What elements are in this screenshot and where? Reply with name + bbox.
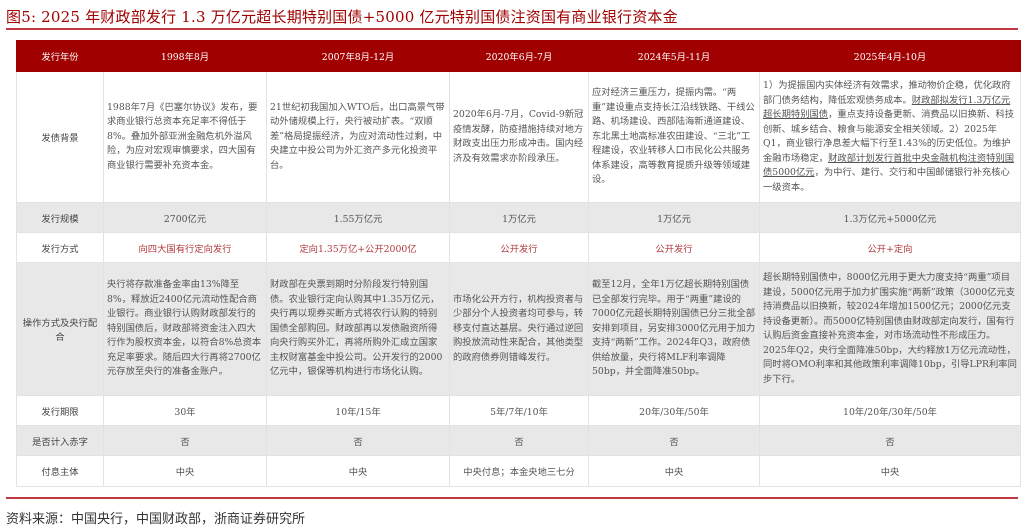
table-cell: 20年/30年/50年 — [588, 395, 760, 426]
table-cell: 否 — [103, 425, 267, 456]
table-cell: 1万亿元 — [449, 202, 589, 233]
table-cell: 中央 — [266, 455, 450, 487]
table-cell: 财政部在央票到期时分阶段发行特别国债。农业银行定向认购其中1.35万亿元，央行再… — [266, 262, 450, 396]
header-2007: 2007年8月-12月 — [266, 40, 450, 72]
header-1998: 1998年8月 — [103, 40, 267, 72]
row-label: 操作方式及央行配合 — [16, 262, 104, 396]
table-row-method: 发行方式 向四大国有行定向发行 定向1.35万亿+公开2000亿 公开发行 公开… — [16, 232, 1021, 263]
text-segment: ，为中行、建行、交行和中国邮储银行补充核心一级资本。 — [763, 167, 1010, 193]
table-cell: 中央 — [588, 455, 760, 487]
table-cell: 中央 — [759, 455, 1021, 487]
special-bond-table: 发行年份 1998年8月 2007年8月-12月 2020年6月-7月 2024… — [16, 40, 1021, 487]
row-label: 发行期限 — [16, 395, 104, 426]
bottom-divider — [6, 497, 1018, 499]
top-divider — [6, 28, 1018, 30]
table-row-background: 发债背景 1988年7月《巴塞尔协议》发布，要求商业银行总资本充足率不得低于8%… — [16, 71, 1021, 203]
row-label: 发行规模 — [16, 202, 104, 233]
row-label: 发债背景 — [16, 71, 104, 203]
table-cell: 21世纪初我国加入WTO后，出口高景气带动外储规模上行，央行被动扩表。“双顺差”… — [266, 71, 450, 203]
table-cell: 30年 — [103, 395, 267, 426]
row-label: 是否计入赤字 — [16, 425, 104, 456]
table-cell: 5年/7年/10年 — [449, 395, 589, 426]
table-cell: 1.3万亿元+5000亿元 — [759, 202, 1021, 233]
table-cell: 公开+定向 — [759, 232, 1021, 263]
table-cell: 1万亿元 — [588, 202, 760, 233]
table-cell: 向四大国有行定向发行 — [103, 232, 267, 263]
table-cell: 否 — [588, 425, 760, 456]
table-cell: 1988年7月《巴塞尔协议》发布，要求商业银行总资本充足率不得低于8%。叠加外部… — [103, 71, 267, 203]
table-cell: 否 — [449, 425, 589, 456]
header-row: 发行年份 1998年8月 2007年8月-12月 2020年6月-7月 2024… — [16, 40, 1021, 72]
row-label: 发行方式 — [16, 232, 104, 263]
table-cell: 央行将存款准备金率由13%降至8%，释放近2400亿元流动性配合商业银行。商业银… — [103, 262, 267, 396]
table-cell: 否 — [266, 425, 450, 456]
table-cell: 1.55万亿元 — [266, 202, 450, 233]
table-cell: 应对经济三重压力，提振内需。“两重”建设重点支持长江沿线铁路、干线公路、机场建设… — [588, 71, 760, 203]
table-cell: 10年/15年 — [266, 395, 450, 426]
table-cell: 否 — [759, 425, 1021, 456]
text-segment: 1）为提振国内实体经济有效需求，推动物价企稳，优化政府部门债务结构，降低宏观债务… — [763, 80, 1011, 106]
underlined-text: 财政部拟发行1.3万亿元超长期特别国债 — [763, 94, 1011, 121]
header-2025: 2025年4月-10月 — [759, 40, 1021, 72]
table-row-scale: 发行规模 2700亿元 1.55万亿元 1万亿元 1万亿元 1.3万亿元+500… — [16, 202, 1021, 233]
table-row-interest: 付息主体 中央 中央 中央付息；本金央地三七分 中央 中央 — [16, 455, 1021, 487]
text-segment: ，重点支持设备更新、消费品以旧换新、科技创新、城乡结合、粮食与能源安全相关领域。… — [763, 109, 1015, 164]
table-cell: 2020年6月-7月，Covid-9新冠疫情发酵，防疫措施持续对地方财政支出压力… — [449, 71, 589, 203]
row-label: 付息主体 — [16, 455, 104, 487]
header-label: 发行年份 — [16, 40, 104, 72]
table-cell: 市场化公开方行，机构投资者与少部分个人投资者均可参与，转移支付直达基层。央行通过… — [449, 262, 589, 396]
table-cell: 超长期特别国债中，8000亿元用于更大力度支持“两重”项目建设，5000亿元用于… — [759, 262, 1021, 396]
header-2024: 2024年5月-11月 — [588, 40, 760, 72]
underlined-text: 财政部计划发行首批中央金融机构注资特别国债5000亿元 — [763, 152, 1015, 179]
table-row-deficit: 是否计入赤字 否 否 否 否 否 — [16, 425, 1021, 456]
table-row-term: 发行期限 30年 10年/15年 5年/7年/10年 20年/30年/50年 1… — [16, 395, 1021, 426]
source-note: 资料来源：中国央行，中国财政部，浙商证券研究所 — [6, 512, 306, 527]
table-cell: 定向1.35万亿+公开2000亿 — [266, 232, 450, 263]
table-row-operation: 操作方式及央行配合 央行将存款准备金率由13%降至8%，释放近2400亿元流动性… — [16, 262, 1021, 396]
table-cell: 2700亿元 — [103, 202, 267, 233]
table-cell: 10年/20年/30年/50年 — [759, 395, 1021, 426]
header-2020: 2020年6月-7月 — [449, 40, 589, 72]
table-cell: 中央 — [103, 455, 267, 487]
figure-title: 图5: 2025 年财政部发行 1.3 万亿元超长期特别国债+5000 亿元特别… — [6, 8, 678, 26]
table-cell: 截至12月，全年1万亿超长期特别国债已全部发行完毕。用于“两重”建设的7000亿… — [588, 262, 760, 396]
table-cell: 公开发行 — [588, 232, 760, 263]
table-cell: 1）为提振国内实体经济有效需求，推动物价企稳，优化政府部门债务结构，降低宏观债务… — [759, 71, 1021, 203]
table-cell: 公开发行 — [449, 232, 589, 263]
table-cell: 中央付息；本金央地三七分 — [449, 455, 589, 487]
